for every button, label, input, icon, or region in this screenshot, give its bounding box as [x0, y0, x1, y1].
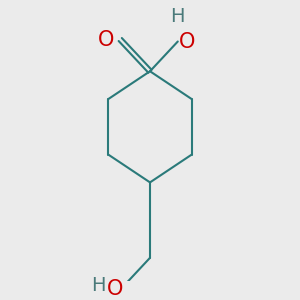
- Text: H: H: [91, 276, 105, 295]
- Text: O: O: [107, 279, 123, 298]
- Text: O: O: [98, 29, 114, 50]
- Text: H: H: [170, 7, 185, 26]
- Text: O: O: [179, 32, 195, 52]
